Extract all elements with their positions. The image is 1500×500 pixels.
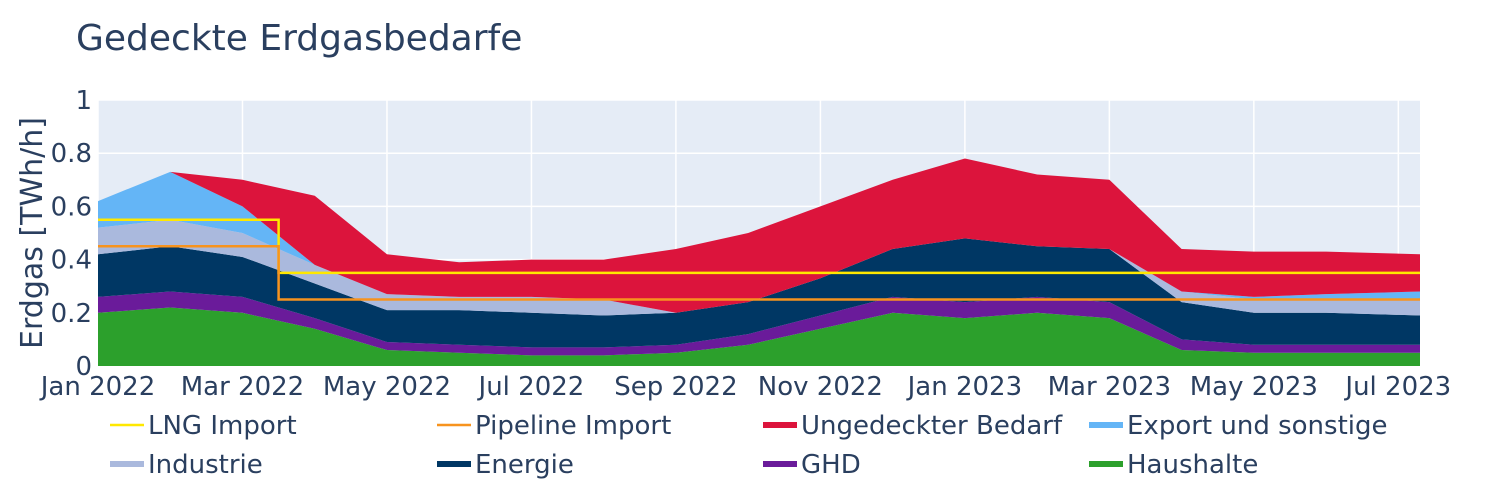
y-tick-label: 0.4 [51, 246, 92, 276]
legend-item[interactable]: LNG Import [110, 411, 297, 441]
y-tick-label: 1 [75, 86, 92, 116]
area-energie [98, 238, 1420, 348]
legend-item[interactable]: Energie [437, 450, 574, 480]
legend-item[interactable]: Export und sonstige [1089, 411, 1388, 441]
legend-label: Energie [475, 450, 574, 480]
x-tick-label: Mar 2022 [181, 372, 305, 402]
x-tick-label: May 2022 [323, 372, 451, 402]
legend-label: Ungedeckter Bedarf [801, 411, 1063, 441]
x-tick-label: Jan 2023 [906, 372, 1023, 402]
legend-item[interactable]: GHD [763, 450, 861, 480]
x-tick-label: May 2023 [1190, 372, 1318, 402]
x-tick-label: Jan 2022 [39, 372, 156, 402]
y-axis-ticks: 0 0.2 0.4 0.6 0.8 1 [51, 86, 92, 382]
y-tick-label: 0.8 [51, 139, 92, 169]
legend-label: GHD [801, 450, 861, 480]
legend-label: Industrie [148, 450, 263, 480]
x-tick-label: Jul 2022 [477, 372, 585, 402]
legend-label: LNG Import [148, 411, 297, 441]
x-tick-label: Jul 2023 [1343, 372, 1451, 402]
legend-label: Haushalte [1127, 450, 1258, 480]
area-industrie [98, 219, 1420, 316]
y-tick-label: 0 [75, 352, 92, 382]
chart-title: Gedeckte Erdgasbedarfe [76, 18, 522, 59]
x-tick-label: Nov 2022 [758, 372, 883, 402]
legend-item[interactable]: Haushalte [1089, 450, 1258, 480]
legend-item[interactable]: Industrie [110, 450, 263, 480]
import-lines [98, 218, 1420, 301]
area-haushalte [98, 307, 1420, 366]
x-tick-label: Sep 2022 [614, 372, 737, 402]
line-pipeline-import [98, 245, 1420, 301]
area-ghd [98, 291, 1420, 356]
legend-label: Pipeline Import [475, 411, 671, 441]
legend-item[interactable]: Pipeline Import [437, 411, 671, 441]
x-tick-label: Mar 2023 [1048, 372, 1172, 402]
legend: LNG Import Pipeline Import Ungedeckter Bed… [110, 411, 1388, 480]
y-axis-title: Erdgas [TWh/h] [15, 117, 50, 349]
legend-label: Export und sonstige [1127, 411, 1388, 441]
x-axis-ticks: Jan 2022 Mar 2022 May 2022 Jul 2022 Sep 2022… [39, 372, 1451, 402]
y-tick-label: 0.2 [51, 299, 92, 329]
y-tick-label: 0.6 [51, 192, 92, 222]
area-ungedeckter-bedarf [98, 158, 1420, 313]
legend-item[interactable]: Ungedeckter Bedarf [763, 411, 1063, 441]
